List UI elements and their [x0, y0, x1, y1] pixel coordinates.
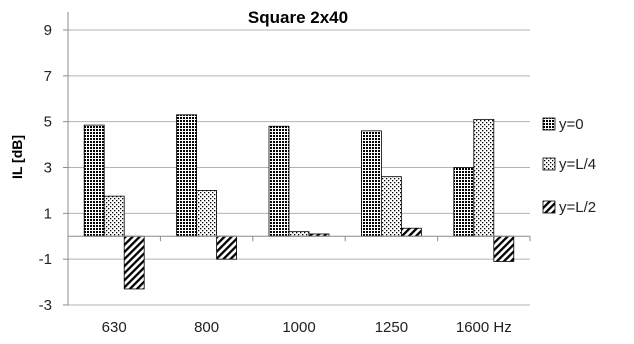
bar — [493, 235, 515, 262]
bar — [216, 235, 238, 260]
bar — [176, 114, 198, 237]
y-tick-label: 9 — [44, 22, 52, 39]
bar — [400, 227, 422, 237]
bar — [288, 231, 310, 237]
legend-swatch — [542, 117, 556, 131]
bar — [196, 190, 218, 237]
bar — [473, 118, 495, 237]
axes: 9 7 5 3 1 -1 -3 630 800 1000 1250 1600 Hz — [39, 12, 531, 336]
bar — [380, 176, 402, 237]
y-tick-label: 5 — [44, 114, 52, 131]
y-tick-label: -3 — [39, 297, 52, 314]
y-tick-label: -1 — [39, 251, 52, 268]
y-tick-label: 3 — [44, 160, 52, 177]
bar — [360, 130, 382, 237]
legend-swatch — [542, 200, 556, 214]
y-tick-label: 7 — [44, 68, 52, 85]
bar — [268, 125, 290, 237]
x-tick-label: 1250 — [375, 319, 408, 336]
chart-title: Square 2x40 — [248, 8, 348, 27]
y-axis-label: IL [dB] — [9, 135, 25, 179]
bar — [453, 167, 475, 237]
legend-swatch — [542, 157, 556, 171]
y-tick-label: 1 — [44, 205, 52, 222]
bar — [123, 235, 145, 290]
legend-label: y=L/2 — [559, 199, 596, 216]
bar — [103, 195, 125, 237]
x-tick-label: 630 — [102, 319, 127, 336]
bar — [83, 124, 105, 237]
x-tick-label: 800 — [194, 319, 219, 336]
x-tick-label: 1600 Hz — [456, 319, 512, 336]
bars — [83, 114, 515, 290]
legend-label: y=L/4 — [559, 156, 596, 173]
x-tick-label: 1000 — [282, 319, 315, 336]
legend: y=0 y=L/4 y=L/2 — [542, 116, 596, 216]
legend-label: y=0 — [559, 116, 584, 133]
gridlines — [68, 29, 530, 306]
